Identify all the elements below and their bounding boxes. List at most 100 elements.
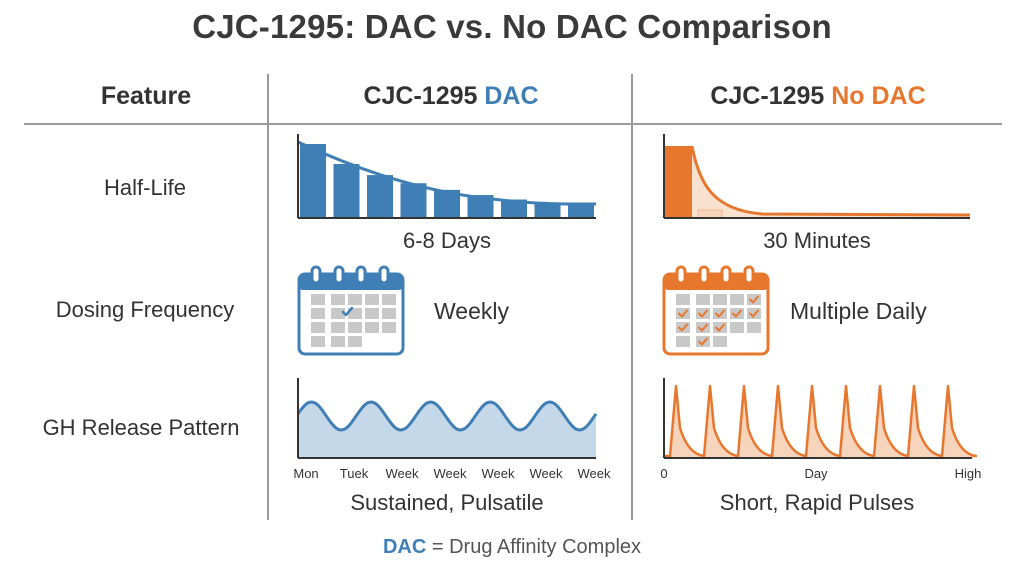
dac-gh-tick-label: Week — [482, 466, 515, 481]
header-dac: CJC-1295 DAC — [270, 82, 632, 111]
check-icon — [715, 323, 725, 332]
calendar-day-cell — [348, 308, 362, 319]
dac-gh-caption: Sustained, Pulsatile — [350, 490, 544, 515]
header-dac-prefix: CJC-1295 — [363, 82, 478, 110]
dac-gh-tick-label: Tuek — [340, 466, 369, 481]
check-icon — [341, 306, 354, 317]
nodac-half-life-caption: 30 Minutes — [763, 228, 871, 253]
footer-note: DAC = Drug Affinity Complex — [0, 536, 1024, 559]
check-icon — [698, 309, 708, 318]
header-dac-suffix: DAC — [484, 82, 539, 110]
calendar-day-cell — [331, 336, 345, 347]
check-icon — [698, 323, 708, 332]
column-divider-right — [631, 74, 633, 520]
row-label-half-life: Half-Life — [104, 175, 186, 200]
calendar-day-cell — [747, 322, 761, 333]
row-label-gh: GH Release Pattern — [42, 415, 240, 440]
calendar-day-cell — [365, 294, 379, 305]
header-divider — [24, 123, 1002, 125]
header-nodac: CJC-1295 No DAC — [634, 82, 1002, 111]
nodac-pulse-area — [664, 386, 976, 458]
dac-gh-tick-label: Mon — [293, 466, 318, 481]
dac-half-life-caption: 6-8 Days — [402, 228, 492, 253]
calendar-day-cell — [382, 308, 396, 319]
dac-decay-curve — [297, 140, 597, 206]
calendar-day-cell — [747, 294, 761, 305]
nodac-half-life-chart — [663, 134, 971, 219]
nodac-hl-bar-main — [664, 146, 692, 218]
calendar-day-cell — [311, 308, 325, 319]
dac-half-life-bar — [568, 204, 594, 218]
calendar-day-cell — [696, 322, 710, 333]
calendar-day-cell — [311, 322, 325, 333]
calendar-day-cell — [713, 322, 727, 333]
calendar-day-cell — [676, 294, 690, 305]
check-icon — [678, 309, 688, 318]
calendar-day-cell — [676, 322, 690, 333]
nodac-tick-mid: Day — [804, 466, 828, 481]
dac-half-life-bar — [300, 144, 326, 218]
calendar-day-cell — [713, 308, 727, 319]
nodac-dosing-label: Multiple Daily — [790, 298, 927, 324]
header-feature: Feature — [100, 82, 192, 110]
nodac-decay-area — [692, 146, 970, 218]
calendar-day-cell — [311, 294, 325, 305]
dac-half-life-bar — [467, 195, 494, 218]
calendar-day-cell — [696, 336, 710, 347]
calendar-day-cell — [348, 322, 362, 333]
nodac-gh-chart: 0 Day High — [660, 378, 982, 481]
nodac-pulse-line — [664, 384, 978, 458]
dac-half-life-bar — [400, 183, 427, 218]
dac-half-life-bar — [501, 199, 527, 218]
nodac-gh-caption: Short, Rapid Pulses — [719, 490, 915, 515]
dac-gh-tick-label: Week — [578, 466, 611, 481]
column-divider-left — [267, 74, 269, 520]
calendar-day-cell — [331, 322, 345, 333]
page-title: CJC-1295: DAC vs. No DAC Comparison — [192, 8, 832, 45]
calendar-day-cell — [331, 308, 345, 319]
calendar-icon-nodac — [662, 265, 770, 356]
calendar-day-cell — [730, 322, 744, 333]
dac-half-life-chart — [297, 134, 597, 219]
calendar-day-cell — [696, 308, 710, 319]
check-icon — [749, 295, 759, 304]
dac-dosing-label: Weekly — [434, 298, 509, 324]
calendar-day-cell — [382, 294, 396, 305]
check-icon — [698, 337, 708, 346]
header-nodac-suffix: No DAC — [831, 82, 926, 110]
calendar-day-cell — [365, 308, 379, 319]
dac-wave-line — [296, 400, 598, 432]
calendar-day-cell — [676, 336, 690, 347]
check-icon — [732, 309, 742, 318]
check-icon — [678, 323, 688, 332]
calendar-day-cell — [713, 294, 727, 305]
nodac-tick-start: 0 — [660, 466, 667, 481]
header-nodac-prefix: CJC-1295 — [710, 82, 825, 110]
dac-wave-area — [298, 402, 596, 458]
calendar-day-cell — [713, 336, 727, 347]
nodac-decay-curve — [690, 145, 971, 217]
calendar-day-cell — [331, 294, 345, 305]
calendar-day-cell — [365, 322, 379, 333]
dac-gh-chart: Mon Tuek Week Week Week Week Week — [293, 378, 611, 481]
nodac-tick-end: High — [955, 466, 982, 481]
calendar-day-cell — [730, 294, 744, 305]
dac-half-life-bar — [367, 175, 393, 218]
check-icon — [749, 309, 759, 318]
calendar-day-cell — [348, 294, 362, 305]
calendar-day-cell — [676, 308, 690, 319]
calendar-day-cell — [348, 336, 362, 347]
calendar-day-cell — [382, 322, 396, 333]
calendar-day-cell — [696, 294, 710, 305]
calendar-icon-dac — [297, 265, 405, 356]
footer-acronym: DAC — [382, 536, 427, 558]
calendar-day-cell — [311, 336, 325, 347]
calendar-day-cell — [730, 308, 744, 319]
check-icon — [715, 309, 725, 318]
dac-gh-tick-label: Week — [434, 466, 467, 481]
dac-gh-tick-label: Week — [386, 466, 419, 481]
dac-gh-tick-label: Week — [530, 466, 563, 481]
dac-half-life-bar — [333, 163, 360, 218]
footer-definition: = Drug Affinity Complex — [431, 536, 642, 558]
dac-half-life-bar — [534, 202, 561, 218]
